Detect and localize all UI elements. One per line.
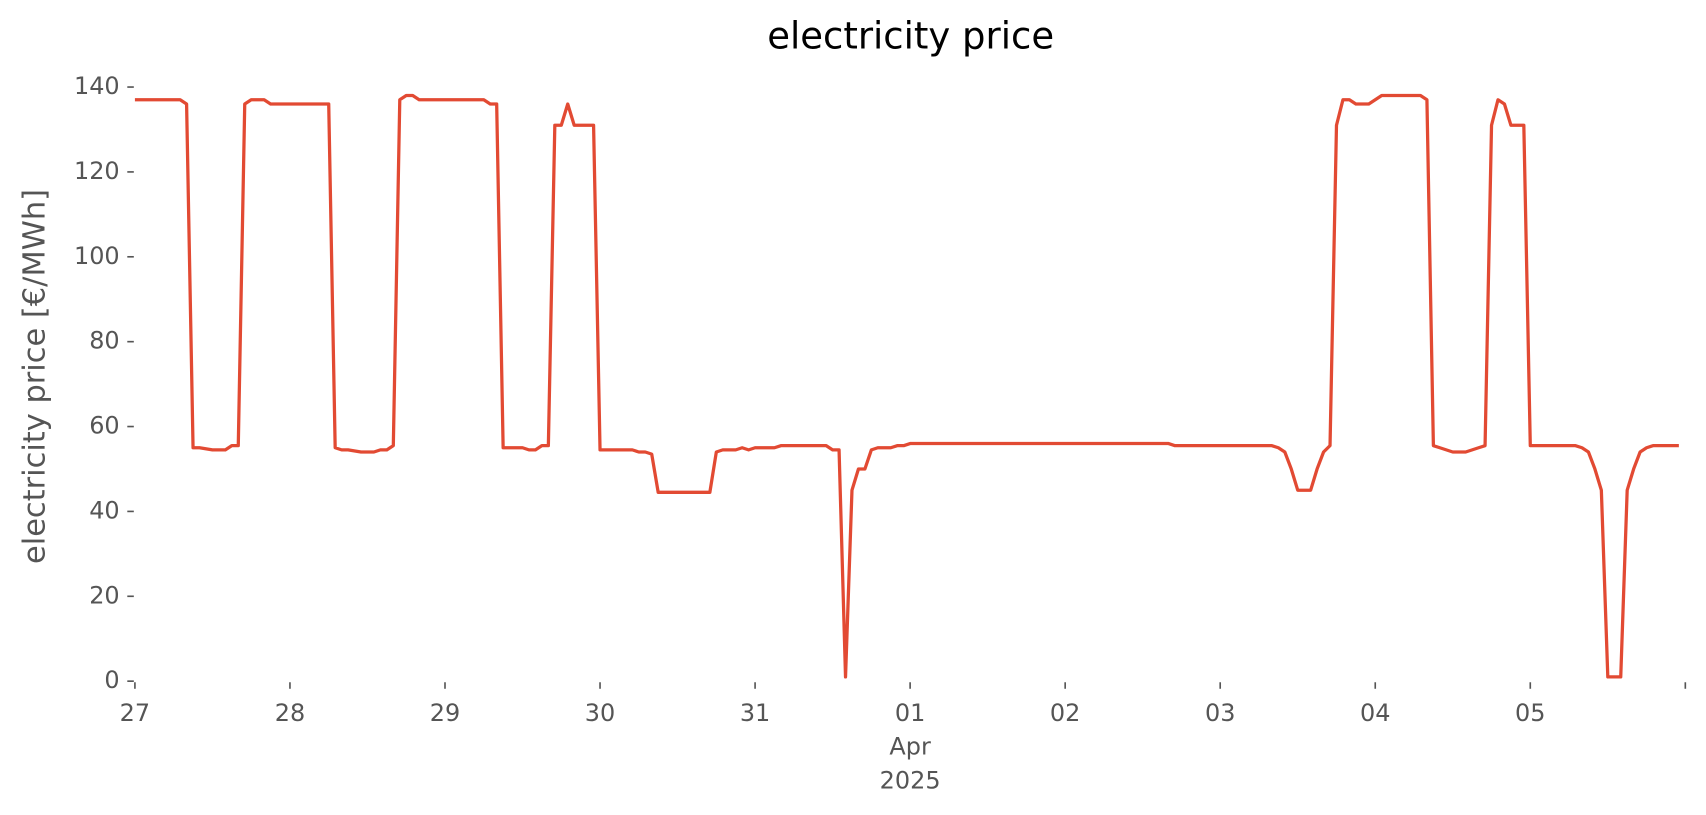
x-tick-label: 30 — [585, 699, 615, 727]
x-tick-label: Apr — [889, 733, 931, 761]
x-tick-label: 02 — [1050, 699, 1080, 727]
x-tick-label: 01 — [895, 699, 925, 727]
x-tick-label: 29 — [430, 699, 460, 727]
x-tick-label: 04 — [1360, 699, 1390, 727]
y-tick-label: 140 — [74, 72, 120, 100]
y-tick-label: 60 — [89, 412, 119, 440]
x-tick-label: 05 — [1515, 699, 1545, 727]
price-line — [134, 93, 1679, 679]
y-tick-label: 100 — [74, 242, 120, 270]
y-tick-label: 20 — [89, 581, 119, 609]
x-tick-label: 31 — [740, 699, 770, 727]
y-tick-label: 120 — [74, 157, 120, 185]
y-tick-label: 0 — [104, 666, 119, 694]
x-tick-label: 03 — [1205, 699, 1235, 727]
x-tick-label: 27 — [120, 699, 150, 727]
x-tick-label: 28 — [275, 699, 305, 727]
chart-title: electricity price — [767, 15, 1054, 58]
x-tick-label: 2025 — [880, 766, 941, 794]
y-axis-label: electricity price [€/MWh] — [17, 189, 52, 564]
y-tick-label: 80 — [89, 327, 119, 355]
y-tick-label: 40 — [89, 496, 119, 524]
